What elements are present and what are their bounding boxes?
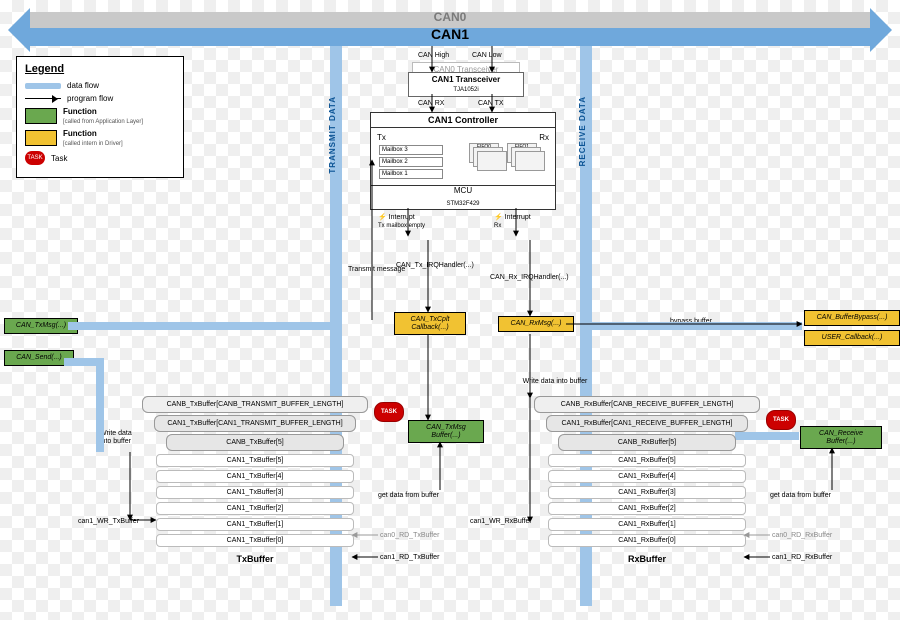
bus-label-can0: CAN0 <box>30 10 870 24</box>
txbuffer-row-1: CAN1_TxBuffer[1] <box>156 518 354 531</box>
flow-send-out <box>64 358 100 366</box>
fn-can-receive-buffer: CAN_ReceiveBuffer(...) <box>800 426 882 449</box>
fn-can-txmsg: CAN_TxMsg(...) <box>4 318 78 334</box>
legend-panel: Legend data flow program flow Function [c… <box>16 56 184 178</box>
can1-transceiver: CAN1 TransceiverTJA1052i <box>408 72 524 97</box>
flow-rx-to-callbacks <box>592 322 802 330</box>
txbuffer-outer: CANB_TxBuffer[CANB_TRANSMIT_BUFFER_LENGT… <box>142 396 368 413</box>
rxbuffer-inner: CAN1_RxBuffer[CAN1_RECEIVE_BUFFER_LENGTH… <box>546 415 748 432</box>
ptr-wr-rx: can1_WR_RxBuffer <box>470 518 532 526</box>
rxbuffer-outer: CANB_RxBuffer[CANB_RECEIVE_BUFFER_LENGTH… <box>534 396 760 413</box>
rxbuffer-row-0: CAN1_RxBuffer[0] <box>548 534 746 547</box>
mailbox-0: Mailbox 3 <box>379 145 443 155</box>
task-pill-rx: TASK <box>766 410 796 430</box>
rxbuffer-row-5: CAN1_RxBuffer[5] <box>548 454 746 467</box>
can1-controller: CAN1 Controller Tx Rx Mailbox 3 Mailbox … <box>370 112 556 210</box>
receive-pipe-label: RECEIVE DATA <box>578 96 587 166</box>
ptr-rd-tx0: can0_RD_TxBuffer <box>380 532 439 540</box>
can-bus: CAN0 CAN1 <box>30 10 870 46</box>
fn-bufferbypass: CAN_BufferBypass(...) <box>804 310 900 326</box>
txbuffer-row-5: CAN1_TxBuffer[5] <box>156 454 354 467</box>
legend-title: Legend <box>25 63 175 75</box>
bus-label-can1: CAN1 <box>30 26 870 42</box>
rxbuffer-row-1: CAN1_RxBuffer[1] <box>548 518 746 531</box>
controller-mcu-pn: STM32F429 <box>371 201 555 207</box>
txbuffer: CANB_TxBuffer[CANB_TRANSMIT_BUFFER_LENGT… <box>142 392 368 550</box>
txbuffer-inner: CAN1_TxBuffer[CAN1_TRANSMIT_BUFFER_LENGT… <box>154 415 356 432</box>
rxbuffer-row-3: CAN1_RxBuffer[3] <box>548 486 746 499</box>
flow-txmsg-to-pipe <box>68 322 330 330</box>
controller-tx-label: Tx <box>377 133 386 142</box>
task-pill-tx: TASK <box>374 402 404 422</box>
txbuffer-row-4: CAN1_TxBuffer[4] <box>156 470 354 483</box>
rxbuffer-hdr: CANB_RxBuffer[5] <box>558 434 736 451</box>
lbl-canrx: CAN RX <box>418 100 444 108</box>
lbl-canhigh: CAN High <box>418 52 449 60</box>
txbuffer-row-3: CAN1_TxBuffer[3] <box>156 486 354 499</box>
flow-send-down <box>96 358 104 452</box>
legend-programflow-label: program flow <box>67 94 113 103</box>
fifo0-c <box>477 151 507 171</box>
legend-green-swatch <box>25 108 57 124</box>
mailbox-1: Mailbox 2 <box>379 157 443 167</box>
note-get-rx: get data from buffer <box>770 492 831 500</box>
fn-user-callback: USER_Callback(...) <box>804 330 900 346</box>
txbuffer-title: TxBuffer <box>142 554 368 564</box>
controller-mcu: MCU <box>371 185 555 195</box>
lbl-rx-irq: CAN_Rx_IRQHandler(...) <box>490 274 569 282</box>
lbl-transmit-msg: Transmit message <box>348 266 405 274</box>
ptr-rd-rx0: can0_RD_RxBuffer <box>772 532 832 540</box>
legend-fn-drv: Function <box>63 129 97 138</box>
lbl-tx-irq: CAN_Tx_IRQHandler(...) <box>396 262 474 270</box>
txbuffer-row-2: CAN1_TxBuffer[2] <box>156 502 354 515</box>
fifo1-c <box>515 151 545 171</box>
fn-can-rxmsg: CAN_RxMsg(...) <box>498 316 574 332</box>
lbl-int-rx: ⚡ InterruptRx <box>494 214 531 230</box>
txbuffer-hdr: CANB_TxBuffer[5] <box>166 434 344 451</box>
lbl-cantx: CAN TX <box>478 100 504 108</box>
ptr-rd-rx1: can1_RD_RxBuffer <box>772 554 832 562</box>
fn-can-txcplt: CAN_TxCpltCallback(...) <box>394 312 466 335</box>
lbl-canlow: CAN Low <box>472 52 502 60</box>
legend-task-label: Task <box>51 154 67 163</box>
rxbuffer-row-2: CAN1_RxBuffer[2] <box>548 502 746 515</box>
legend-fn-app-sub: [called from Application Layer] <box>63 119 143 125</box>
note-write-rx: Write data into buffer <box>510 378 600 386</box>
ptr-wr-tx: can1_WR_TxBuffer <box>78 518 139 526</box>
legend-fn-app: Function <box>63 107 97 116</box>
legend-programflow-swatch <box>25 98 61 99</box>
mailbox-2: Mailbox 1 <box>379 169 443 179</box>
ptr-rd-tx1: can1_RD_TxBuffer <box>380 554 439 562</box>
transmit-pipe-label: TRANSMIT DATA <box>328 96 337 174</box>
legend-dataflow-label: data flow <box>67 81 99 90</box>
legend-dataflow-swatch <box>25 83 61 89</box>
fn-can-txmsgbuffer: CAN_TxMsgBuffer(...) <box>408 420 484 443</box>
txbuffer-row-0: CAN1_TxBuffer[0] <box>156 534 354 547</box>
rxbuffer-row-4: CAN1_RxBuffer[4] <box>548 470 746 483</box>
controller-title: CAN1 Controller <box>371 113 555 128</box>
legend-fn-drv-sub: [called intern in Driver] <box>63 141 123 147</box>
rxbuffer-title: RxBuffer <box>534 554 760 564</box>
legend-task-swatch: TASK <box>25 151 45 165</box>
controller-rx-label: Rx <box>539 133 549 142</box>
rxbuffer: CANB_RxBuffer[CANB_RECEIVE_BUFFER_LENGTH… <box>534 392 760 550</box>
legend-orange-swatch <box>25 130 57 146</box>
lbl-int-tx: ⚡ InterruptTx mailbox empty <box>378 214 425 230</box>
note-get-tx: get data from buffer <box>378 492 439 500</box>
